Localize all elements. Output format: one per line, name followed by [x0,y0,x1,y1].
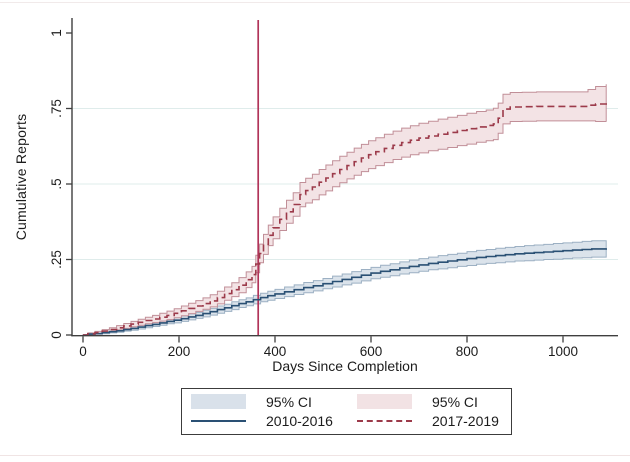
legend-line-sample-2010-2016 [191,420,246,423]
legend-label-2017-2019: 2017-2019 [432,413,499,430]
y-tick-label: .75 [49,99,64,118]
y-axis-title: Cumulative Reports [13,113,29,241]
legend-label-2010-2016: 2010-2016 [266,413,333,430]
window-bottom-edge [0,455,630,456]
legend-label-ci-2010-2016: 95% CI [266,393,312,410]
x-axis-title: Days Since Completion [272,358,418,374]
y-tick-label: .5 [49,178,64,189]
legend-box: 95% CI 95% CI 2010-2016 2017-2019 [181,388,512,435]
window-top-edge [0,2,630,3]
x-tick-label: 200 [168,344,191,359]
legend-label-ci-2017-2019: 95% CI [432,393,478,410]
x-tick-label: 0 [79,344,87,359]
y-tick-label: 1 [49,29,64,37]
x-tick-label: 600 [360,344,383,359]
legend-swatch-ci-2017-2019 [357,394,412,410]
x-tick-label: 400 [264,344,287,359]
y-tick-label: .25 [49,250,64,269]
x-tick-label: 1000 [548,344,578,359]
legend-swatch-ci-2010-2016 [191,394,246,410]
y-tick-label: 0 [49,331,64,339]
series-line-2017-2019 [83,103,607,336]
ci-band-2017-2019 [82,84,607,336]
legend-line-sample-2017-2019 [357,420,412,423]
x-tick-label: 800 [456,344,479,359]
series-line-2010-2016 [83,248,607,336]
